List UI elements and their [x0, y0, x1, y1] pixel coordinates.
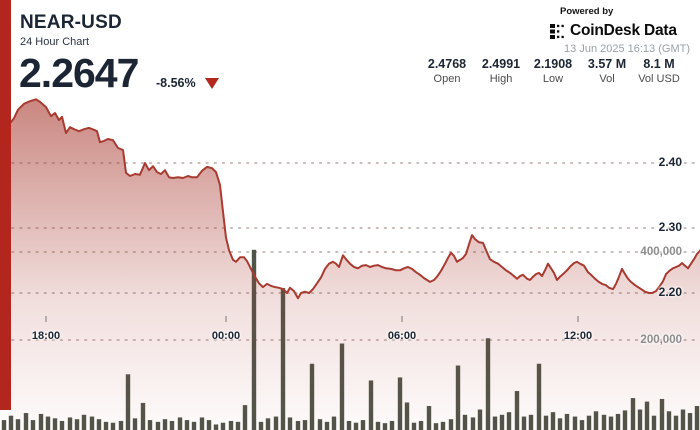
stat-vol-value: 3.57 M	[587, 57, 627, 71]
price-change-percent: -8.56%	[156, 76, 196, 90]
price-area-series	[10, 98, 700, 430]
time-axis-ticks	[45, 316, 579, 322]
powered-by-label: Powered by	[560, 6, 614, 17]
stat-vol-usd: 8.1 M Vol USD	[617, 57, 700, 85]
coindesk-logo-text: CoinDesk Data	[570, 22, 677, 39]
coindesk-logo[interactable]: CoinDesk Data	[550, 22, 677, 40]
last-price-value: 2.2647	[19, 50, 139, 96]
stat-low: 2.1908 Low	[511, 57, 595, 85]
stat-vol-usd-value: 8.1 M	[643, 57, 675, 71]
stat-open-label: Open	[433, 73, 461, 85]
triangle-down-icon	[204, 77, 219, 89]
price-change: -8.56%	[156, 76, 219, 90]
stat-vol-usd-label: Vol USD	[638, 73, 680, 85]
stat-open-value: 2.4768	[427, 57, 467, 71]
stat-vol: 3.57 M Vol	[565, 57, 649, 85]
chart-period-subtitle: 24 Hour Chart	[20, 36, 90, 48]
stat-low-label: Low	[542, 73, 564, 85]
stat-low-value: 2.1908	[533, 57, 573, 71]
stat-high-label: High	[489, 73, 513, 85]
stat-high-value: 2.4991	[481, 57, 521, 71]
accent-left-stripe	[0, 0, 11, 410]
stat-high: 2.4991 High	[459, 57, 543, 85]
stat-vol-label: Vol	[599, 73, 615, 85]
quote-timestamp: 13 Jun 2025 16:13 (GMT)	[564, 43, 690, 55]
coindesk-logo-icon	[550, 23, 564, 39]
page-title: NEAR-USD	[20, 12, 122, 33]
stat-open: 2.4768 Open	[405, 57, 489, 85]
